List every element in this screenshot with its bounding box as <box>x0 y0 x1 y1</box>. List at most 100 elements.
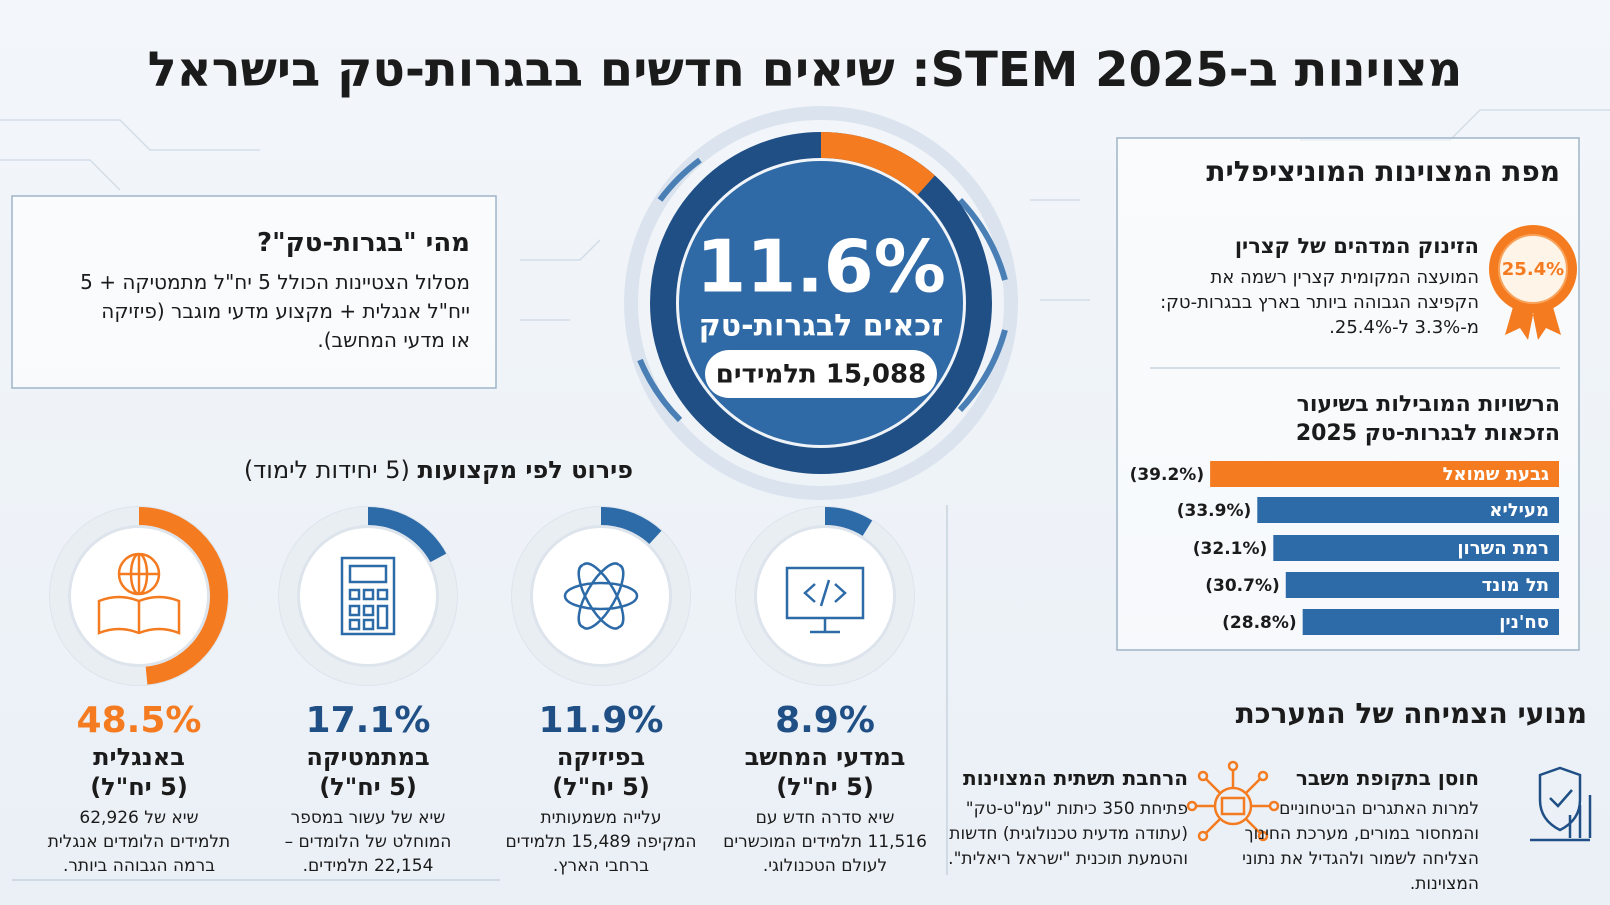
text-line: והמחסור במורים, מערכת החינוך <box>1244 824 1479 844</box>
center-value: 11.6% <box>696 225 946 309</box>
text-line: 22,154 תלמידים. <box>302 856 434 876</box>
subject-units: (5 יח"ל) <box>776 773 874 801</box>
highlight-text: המועצה המקומית קצרין רשמה את הקפיצה הגבוה… <box>1160 265 1479 340</box>
text-line: ייח"ל אנגלית + מקצוע מדעי מוגבר (פיזיקה <box>101 299 470 323</box>
donut-arc <box>138 507 228 685</box>
text-line: הקפיצה הגבוהה ביותר בארץ בבגרות-טק: <box>1160 292 1479 313</box>
what-is-title: מהי "בגרות-טק"? <box>257 228 470 258</box>
donut-arc <box>600 507 662 545</box>
text-line: או מדעי המחשב). <box>317 328 470 352</box>
badge: 25.4% <box>1489 225 1577 340</box>
text-line: עלייה משמעותית <box>540 808 662 828</box>
growth-item-text: פתיחת 350 כיתות "עמ"ט-טק" (עתודה מדעית טכ… <box>948 797 1188 872</box>
subject-icon <box>340 556 396 636</box>
bar-label: רמת השרון <box>1457 538 1549 559</box>
subject-column: 48.5% באנגלית (5 יח"ל) שיא של 62,926 תלמידים… <box>19 700 259 878</box>
donut-inner <box>533 528 669 664</box>
subject-icon <box>97 552 181 635</box>
text-line: מסלול הצטיינות הכולל 5 יח"ל מתמטיקה + 5 <box>80 270 470 294</box>
students-pill <box>705 350 937 398</box>
subject-value: 11.9% <box>538 700 664 741</box>
text-line: והטמעת תוכנית "ישראל ריאלית". <box>948 849 1188 869</box>
text-line: (עתודה מדעית טכנולוגית) חדשות <box>949 824 1188 844</box>
bar <box>1285 572 1559 598</box>
text-line: הזכאות לבגרות-טק 2025 <box>1295 421 1560 446</box>
subject-value: 17.1% <box>305 700 431 741</box>
bar <box>1273 535 1559 561</box>
growth-heading: מנועי הצמיחה של המערכת <box>1235 697 1587 730</box>
title: מצוינות ב-STEM 2025: שיאים חדשים בבגרות-… <box>147 42 1463 98</box>
ranking-title: הרשויות המובילות בשיעור הזכאות לבגרות-טק … <box>1296 390 1560 448</box>
text-line: ברמה הגבוהה ביותר. <box>62 856 216 876</box>
what-is-text: מסלול הצטיינות הכולל 5 יח"ל מתמטיקה + 5 י… <box>80 268 470 355</box>
bar-value-label: (28.8%) <box>1222 613 1297 633</box>
highlight-title: הזינוק המדהים של קצרין <box>1234 234 1479 258</box>
text-line: המוחלט של הלומדים – <box>284 832 452 852</box>
circuit-decoration <box>0 109 1610 321</box>
subject-icon <box>563 562 639 630</box>
text-line: שיא של עשור במספר <box>290 808 446 828</box>
subject-name: באנגלית <box>93 743 185 771</box>
bar-label: מעיליא <box>1489 500 1549 521</box>
subject-text: שיא של עשור במספר המוחלט של הלומדים – 22,1… <box>248 806 488 878</box>
text-line: שיא של 62,926 <box>79 808 199 828</box>
subject-value: 8.9% <box>775 700 875 741</box>
subject-column: 17.1% במתמטיקה (5 יח"ל) שיא של עשור במספר המ… <box>248 700 488 878</box>
bar <box>1210 461 1559 487</box>
growth-item-title: חוסן בתקופת משבר <box>1295 766 1479 790</box>
network-icon <box>1186 760 1280 842</box>
subject-name: במדעי המחשב <box>744 743 906 771</box>
subject-column: 8.9% במדעי המחשב (5 יח"ל) שיא סדרה חדש עם 11… <box>705 700 945 878</box>
text-line: לעולם הטכנולוגי. <box>762 856 888 876</box>
subject-name: בפיזיקה <box>556 743 646 771</box>
bar-value-label: (30.7%) <box>1205 576 1280 596</box>
subject-name: במתמטיקה <box>306 743 430 771</box>
text-line: ברחבי הארץ. <box>552 856 650 876</box>
bar <box>1302 609 1559 635</box>
bar <box>1257 497 1559 523</box>
center-students: 15,088 תלמידים <box>716 360 926 390</box>
growth-item-text: למרות האתגרים הביטחוניים והמחסור במורים, … <box>1242 797 1479 897</box>
donut-arc <box>824 507 873 536</box>
text-line: מ-3.3% ל-25.4%. <box>1329 317 1479 338</box>
subject-text: שיא סדרה חדש עם 11,516 תלמידים המוכשרים לע… <box>705 806 945 878</box>
text-line: למרות האתגרים הביטחוניים <box>1279 799 1479 819</box>
donut-inner <box>300 528 436 664</box>
subjects-subheading: (5 יחידות לימוד) <box>243 456 410 484</box>
bar-label: תל מונד <box>1482 575 1549 596</box>
donut-inner <box>71 528 207 664</box>
subject-units: (5 יח"ל) <box>552 773 650 801</box>
subjects-heading: פירוט לפי מקצועות (5 יחידות לימוד) <box>244 456 633 484</box>
subjects-heading-bold: פירוט לפי מקצועות <box>417 456 633 484</box>
text-line: המצוינות. <box>1409 874 1479 894</box>
text-line: הצליחה לשמור ולהגדיל את נתוני <box>1242 849 1479 869</box>
bar-value-label: (39.2%) <box>1130 465 1205 485</box>
subject-units: (5 יח"ל) <box>319 773 417 801</box>
text-line: המקיפה 15,489 תלמידים <box>505 832 697 852</box>
growth-item-title: הרחבת תשתית המצוינות <box>963 766 1188 790</box>
center-arc <box>820 132 935 196</box>
text-line: תלמידים הלומדים אנגלית <box>47 832 231 852</box>
subject-icon <box>785 566 865 634</box>
text-line: שיא סדרה חדש עם <box>755 808 895 828</box>
subject-column: 11.9% בפיזיקה (5 יח"ל) עלייה משמעותית המקיפה… <box>481 700 721 878</box>
center-decoration <box>624 106 1018 500</box>
center-caption: זכאים לבגרות-טק <box>699 309 944 344</box>
bar-label: גבעת שמואל <box>1443 464 1549 485</box>
subject-text: שיא של 62,926 תלמידים הלומדים אנגלית ברמה … <box>19 806 259 878</box>
badge-text: 25.4% <box>1502 259 1564 280</box>
what-is-box <box>11 195 497 389</box>
bar-label: סח'נין <box>1499 612 1549 633</box>
subject-text: עלייה משמעותית המקיפה 15,489 תלמידים ברחבי… <box>481 806 721 878</box>
donut-arc <box>367 507 447 563</box>
municipal-heading: מפת המצוינות המוניציפלית <box>1206 155 1560 188</box>
subject-units: (5 יח"ל) <box>90 773 188 801</box>
bar-value-label: (33.9%) <box>1177 501 1252 521</box>
municipal-box <box>1116 137 1580 651</box>
text-line: 11,516 תלמידים המוכשרים <box>723 832 927 852</box>
subject-value: 48.5% <box>76 700 202 741</box>
text-line: המועצה המקומית קצרין רשמה את <box>1210 267 1479 288</box>
text-line: הרשויות המובילות בשיעור <box>1296 392 1560 417</box>
